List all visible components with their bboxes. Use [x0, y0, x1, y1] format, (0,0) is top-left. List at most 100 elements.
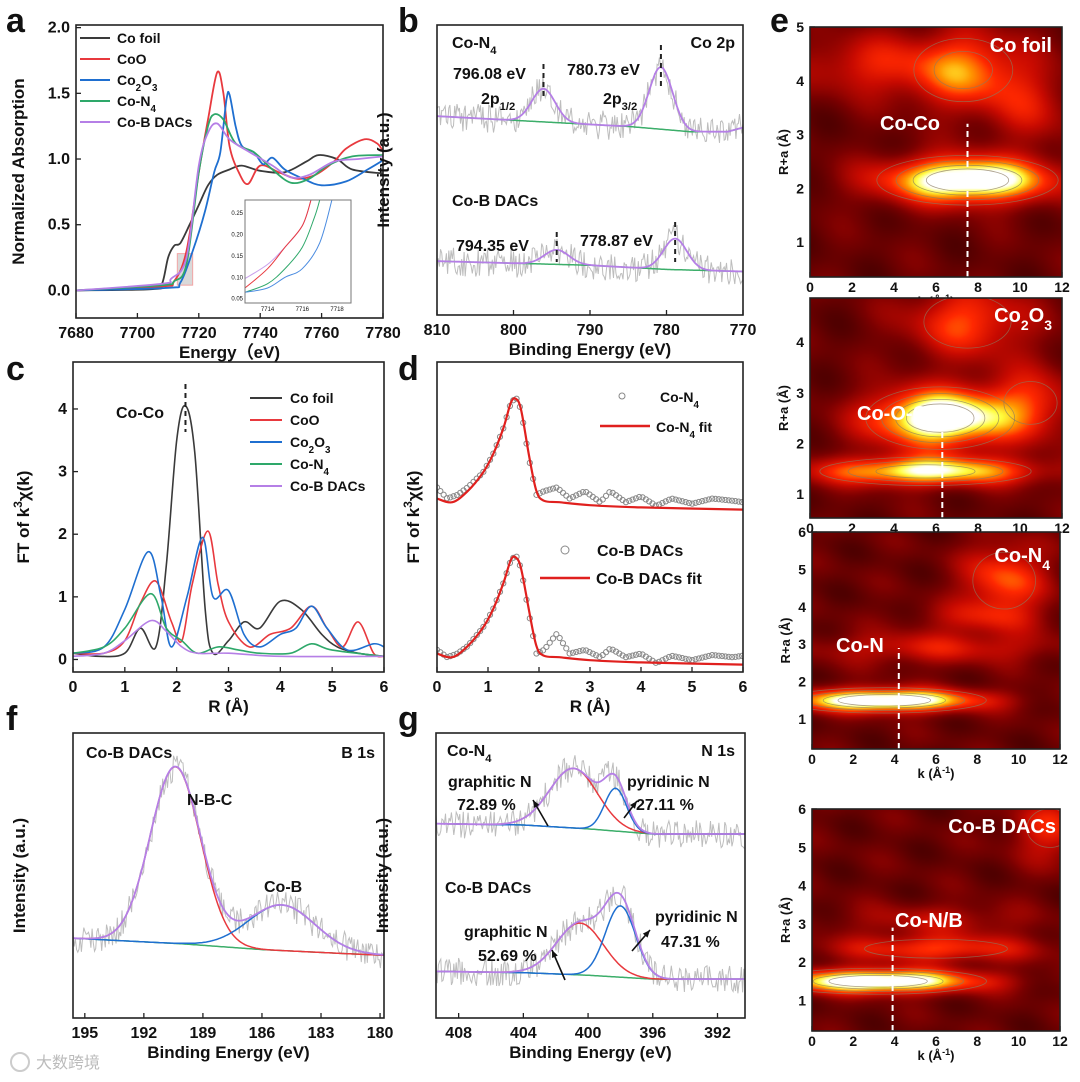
plot-frame [436, 361, 744, 673]
component-label-graphitic-n: graphitic N [448, 774, 532, 791]
data-point [699, 498, 706, 505]
y-tick-label: 6 [798, 801, 806, 817]
data-point [563, 492, 570, 499]
raw-spectrum-line [73, 755, 384, 969]
series-line-coo [76, 70, 383, 292]
y-tick-label: 4 [798, 878, 806, 894]
panel-letter-b: b [398, 2, 419, 40]
x-tick-label: 7760 [304, 325, 340, 342]
data-point [665, 496, 673, 503]
legend-label: Co foil [117, 30, 161, 46]
data-point [606, 646, 613, 653]
legend-label: Co-B DACs [117, 114, 193, 130]
x-tick-label: 4 [890, 279, 898, 295]
panel-f-b1s-xps-chart: 195 192 189 186 183 180 Binding Energy (eV) Int… [10, 732, 394, 1062]
data-point [672, 496, 679, 503]
data-point [566, 650, 573, 657]
contour-line [812, 973, 944, 990]
data-point [629, 652, 636, 659]
x-axis-title: Binding Energy (eV) [509, 1043, 671, 1062]
data-point [539, 647, 547, 654]
x-axis-title: Binding Energy (eV) [509, 340, 671, 359]
y-tick-label: 1 [798, 992, 806, 1008]
peak-label: 794.35 eV [456, 238, 529, 255]
x-tick-label: 8 [973, 751, 981, 767]
bond-label-co-co: Co-Co [116, 405, 164, 422]
data-point [579, 647, 586, 654]
y-tick-label: 1 [798, 711, 806, 727]
data-point [735, 653, 742, 660]
legend-marker-circle [618, 392, 626, 400]
contour-line [865, 386, 1016, 450]
map-bond-label: Co-O-Co [857, 403, 939, 425]
x-tick-label: 0 [69, 679, 78, 696]
data-point [549, 635, 557, 642]
data-point [705, 496, 712, 503]
data-point [437, 484, 441, 491]
data-point [622, 499, 630, 506]
plot-frame [809, 26, 1063, 278]
map-bond-label: Co-Co [880, 113, 940, 135]
y-tick-label: 1 [796, 234, 804, 250]
data-point [579, 489, 586, 496]
data-point [626, 497, 633, 504]
series-line-co-2-o-3- [73, 536, 384, 654]
series-line-co-b-dacs [76, 122, 383, 292]
map-sample-label: Co-N4 [994, 545, 1050, 573]
x-tick-label: 192 [131, 1025, 158, 1042]
data-point [675, 654, 683, 661]
plot-frame [75, 24, 384, 319]
data-point [692, 656, 699, 663]
x-tick-label: 10 [1011, 1033, 1027, 1049]
y-axis-title: R+a (Å) [778, 618, 793, 664]
data-point [675, 497, 683, 504]
series-line-co-foil [76, 154, 383, 292]
data-point [566, 495, 573, 502]
y-tick-label: 3 [798, 916, 806, 932]
component-percent: 72.89 % [457, 797, 516, 814]
data-point [669, 652, 676, 660]
x-tick-label: 1 [484, 679, 493, 696]
data-point [602, 649, 610, 656]
y-tick-label: 2 [798, 674, 806, 690]
trace-label-co-b-dacs: Co-B DACs [445, 880, 531, 897]
data-point [712, 495, 719, 502]
data-point [470, 635, 477, 643]
data-point [622, 654, 630, 661]
contour-line [819, 456, 1032, 486]
legend-label: Co2O3 [290, 434, 331, 456]
data-point [450, 493, 457, 500]
raw-spectrum-line [436, 755, 745, 849]
contour-line [1003, 381, 1058, 425]
x-tick-label: 0 [433, 679, 442, 696]
x-tick-label: 7740 [242, 325, 278, 342]
data-point [679, 498, 686, 505]
data-point [728, 497, 736, 504]
component-label-pyridinic-n: pyridinic N [627, 774, 710, 791]
data-point [636, 493, 643, 501]
panel-letter-g: g [398, 700, 419, 738]
legend-label: Co-N4 fit [656, 419, 712, 441]
x-tick-label: 7780 [365, 325, 401, 342]
y-tick-label: 2 [796, 180, 804, 196]
x-tick-label: 2 [172, 679, 181, 696]
x-tick-label: 2 [849, 1033, 857, 1049]
inset-y-tick-label: 0.15 [231, 254, 243, 260]
data-point [665, 653, 673, 661]
data-point [447, 494, 454, 501]
data-point [662, 498, 669, 505]
inset-series-line [245, 200, 321, 293]
x-axis-title: Binding Energy (eV) [147, 1043, 309, 1062]
data-point [612, 648, 620, 655]
data-point [672, 653, 679, 660]
trace-label-co-n4: Co-N4 [452, 35, 497, 57]
region-label-n1s: N 1s [701, 743, 735, 760]
data-point [602, 492, 610, 499]
contour-line [933, 50, 993, 90]
data-point [629, 496, 636, 503]
panel-a-xanes-chart: 7680 7700 7720 7740 7760 7780 0.0 0.5 1.0 1.5 2.0 E… [9, 20, 401, 362]
y-axis-title: FT of k3χ(k) [401, 471, 423, 564]
data-point [626, 653, 633, 660]
